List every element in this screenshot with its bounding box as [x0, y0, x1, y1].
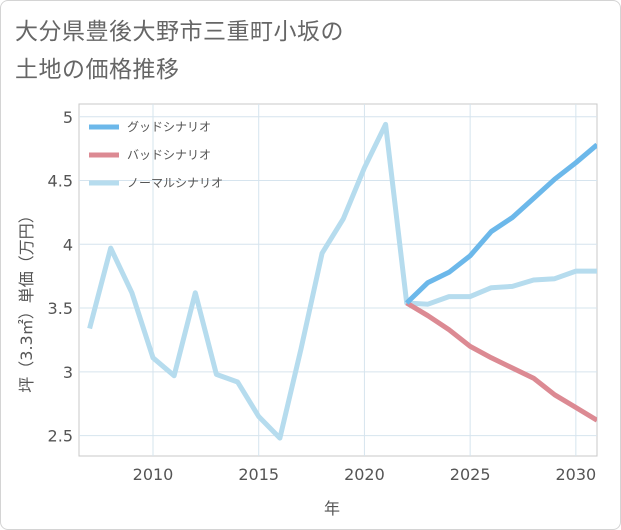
normal-scenario-line: [87, 121, 597, 441]
series-layer: [87, 121, 597, 441]
x-tick-labels: 2010 2015 2020 2025 2030: [133, 465, 597, 484]
y-tick-label: 5: [63, 108, 73, 127]
chart-title: 大分県豊後大野市三重町小坂の 土地の価格推移: [15, 13, 344, 89]
x-tick-label: 2030: [555, 465, 596, 484]
x-axis-title: 年: [324, 499, 340, 518]
legend-item-normal: ノーマルシナリオ: [89, 176, 223, 190]
x-tick-label: 2020: [344, 465, 385, 484]
x-tick-label: 2015: [238, 465, 279, 484]
plot-area: [78, 103, 598, 457]
y-tick-label: 4.5: [48, 172, 73, 191]
legend-label: バッドシナリオ: [127, 148, 211, 162]
good-scenario-line: [404, 142, 597, 305]
chart-title-line-2: 土地の価格推移: [15, 57, 180, 83]
legend-item-bad: バッドシナリオ: [89, 148, 211, 162]
x-tick-label: 2025: [450, 465, 491, 484]
grid-lines: [79, 104, 597, 456]
legend-item-good: グッドシナリオ: [89, 120, 211, 134]
y-tick-label: 3.5: [48, 299, 73, 318]
y-tick-label: 2.5: [48, 427, 73, 446]
bad-scenario-line: [405, 300, 597, 423]
y-axis-title: 坪（3.3㎡）単価（万円）: [17, 207, 36, 392]
y-tick-label: 3: [63, 363, 73, 382]
y-tick-label: 4: [63, 235, 73, 254]
y-tick-labels: 2.5 3 3.5 4 4.5 5: [48, 108, 73, 446]
legend-label: グッドシナリオ: [127, 120, 211, 134]
legend-label: ノーマルシナリオ: [127, 176, 223, 190]
chart-title-line-1: 大分県豊後大野市三重町小坂の: [15, 19, 344, 45]
x-tick-label: 2010: [133, 465, 174, 484]
